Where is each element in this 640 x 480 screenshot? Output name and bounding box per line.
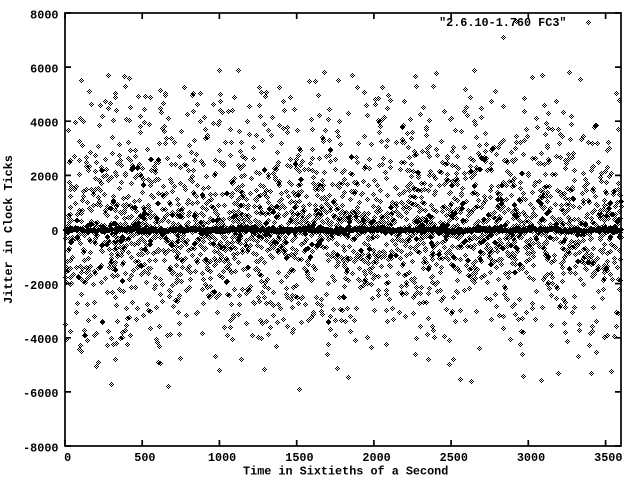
- svg-text:-4000: -4000: [23, 333, 58, 347]
- svg-text:500: 500: [134, 451, 155, 465]
- svg-text:-6000: -6000: [23, 387, 58, 401]
- svg-text:"2.6.10-1.760 FC3": "2.6.10-1.760 FC3": [439, 16, 566, 30]
- svg-text:3000: 3000: [517, 451, 545, 465]
- svg-text:1500: 1500: [285, 451, 313, 465]
- svg-text:2000: 2000: [30, 171, 58, 185]
- svg-text:Time in Sixtieths of a Second: Time in Sixtieths of a Second: [243, 465, 448, 479]
- svg-text:4000: 4000: [30, 117, 58, 131]
- svg-text:-8000: -8000: [23, 441, 58, 455]
- svg-text:2000: 2000: [362, 451, 390, 465]
- svg-text:Jitter in Clock Ticks: Jitter in Clock Ticks: [2, 155, 16, 304]
- svg-text:1000: 1000: [208, 451, 236, 465]
- svg-text:2500: 2500: [440, 451, 468, 465]
- svg-text:6000: 6000: [30, 62, 58, 76]
- svg-text:0: 0: [51, 225, 58, 239]
- svg-text:0: 0: [64, 451, 71, 465]
- svg-text:-2000: -2000: [23, 279, 58, 293]
- svg-text:8000: 8000: [30, 8, 58, 22]
- svg-text:3500: 3500: [594, 451, 622, 465]
